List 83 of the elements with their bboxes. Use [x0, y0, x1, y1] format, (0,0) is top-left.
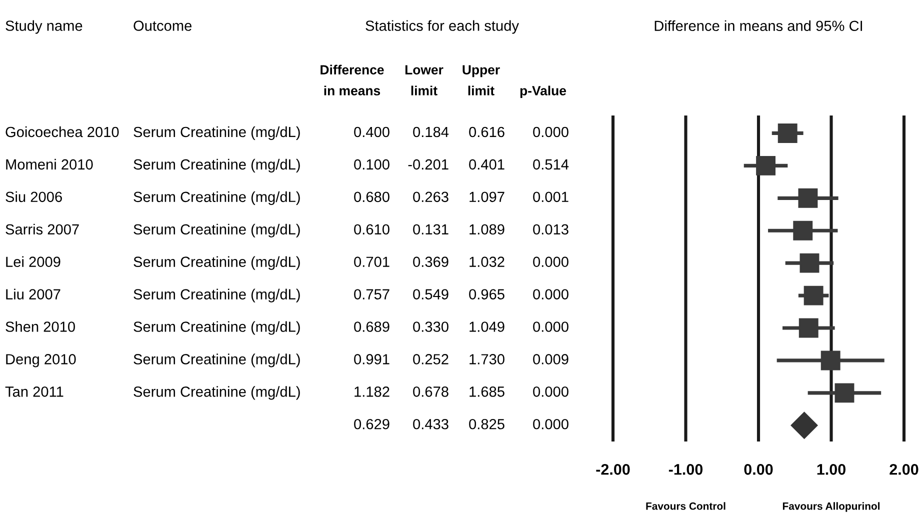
text: 0.000	[533, 322, 568, 332]
category-label: Serum Creatinine (mg/dL)	[134, 158, 300, 172]
text: 1.049	[470, 322, 504, 332]
text: 0.678	[413, 386, 448, 397]
x-tick-label: -1.00	[668, 464, 703, 475]
category-label: Sarris 2007	[6, 224, 79, 235]
point	[820, 350, 840, 370]
text: 0.000	[533, 289, 568, 300]
text: 0.369	[413, 256, 448, 267]
text: 0.000	[533, 386, 568, 397]
text: 1.730	[470, 354, 504, 364]
category-label: Serum Creatinine (mg/dL)	[134, 354, 300, 368]
text: 0.184	[413, 126, 449, 138]
x-tick-label: 1.00	[817, 464, 846, 475]
category-label: Siu 2006	[6, 191, 62, 202]
text: 0.000	[533, 256, 568, 267]
point	[793, 220, 813, 240]
category-label: Lei 2009	[6, 256, 60, 267]
category-label: Shen 2010	[6, 321, 75, 332]
category-label: Serum Creatinine (mg/dL)	[134, 288, 300, 302]
point	[756, 156, 776, 176]
category-label: Serum Creatinine (mg/dL)	[134, 321, 300, 335]
text: Outcome	[134, 20, 192, 31]
x-tick-label: 2.00	[890, 464, 918, 475]
category-label: Serum Creatinine (mg/dL)	[134, 256, 300, 270]
point	[800, 253, 820, 273]
category-label: Serum Creatinine (mg/dL)	[134, 386, 300, 400]
category-label: p-Value	[520, 86, 566, 98]
text: 0.330	[413, 322, 448, 332]
text: 1.685	[470, 386, 504, 397]
text: 0.433	[413, 418, 448, 430]
point	[798, 188, 818, 208]
category-label: Serum Creatinine (mg/dL)	[134, 191, 300, 205]
category-label: Upper limit	[462, 65, 500, 96]
text: 0.680	[354, 192, 390, 202]
category-label: Momeni 2010	[6, 158, 93, 170]
point	[798, 318, 818, 338]
text: 0.400	[354, 126, 390, 138]
text: Statistics for each study	[366, 20, 519, 34]
text: 0.252	[413, 354, 448, 364]
text: Study name	[6, 20, 82, 34]
chart-title: Difference in means and 95% CI	[654, 20, 862, 32]
x-tick-label: -2.00	[596, 464, 630, 475]
x-tick-label: 0.00	[744, 464, 773, 475]
text: 1.089	[470, 224, 504, 235]
category-label: Serum Creatinine (mg/dL)	[134, 126, 300, 140]
text: 0.514	[533, 159, 569, 170]
text: 0.629	[354, 418, 390, 430]
text: 0.689	[354, 322, 390, 332]
text: 0.757	[354, 289, 390, 300]
category-label: Liu 2007	[6, 288, 60, 300]
text: -0.201	[408, 159, 448, 170]
text: 0.549	[413, 289, 448, 300]
point	[790, 412, 818, 439]
category-label: Serum Creatinine (mg/dL)	[134, 224, 300, 238]
text: Favours Control	[646, 502, 726, 510]
text: 0.000	[533, 126, 568, 138]
text: 1.097	[470, 192, 504, 202]
text: 0.100	[354, 159, 390, 170]
text: 0.001	[533, 192, 568, 202]
point	[804, 286, 824, 306]
text: 0.825	[469, 418, 504, 430]
text: 0.401	[469, 159, 504, 170]
category-label: Deng 2010	[6, 354, 76, 368]
category-label: Tan 2011	[5, 386, 64, 397]
text: 0.263	[413, 192, 448, 202]
category-label: Lower limit	[405, 65, 444, 96]
text: 0.610	[354, 224, 390, 235]
text: 0.701	[354, 256, 390, 267]
text: 0.131	[413, 224, 448, 235]
text: Favours Allopurinol	[782, 502, 880, 512]
text: 0.965	[469, 289, 504, 300]
category-label: Goicoechea 2010	[6, 126, 119, 138]
text: 1.032	[470, 256, 504, 267]
point	[778, 124, 798, 143]
text: 0.000	[533, 418, 568, 430]
category-label: Difference in means	[320, 64, 384, 96]
text: 1.182	[354, 386, 390, 397]
text: 0.991	[354, 354, 390, 364]
text: 0.009	[533, 354, 568, 364]
point	[834, 383, 854, 403]
text: 0.616	[469, 126, 504, 138]
text: 0.013	[533, 224, 568, 235]
